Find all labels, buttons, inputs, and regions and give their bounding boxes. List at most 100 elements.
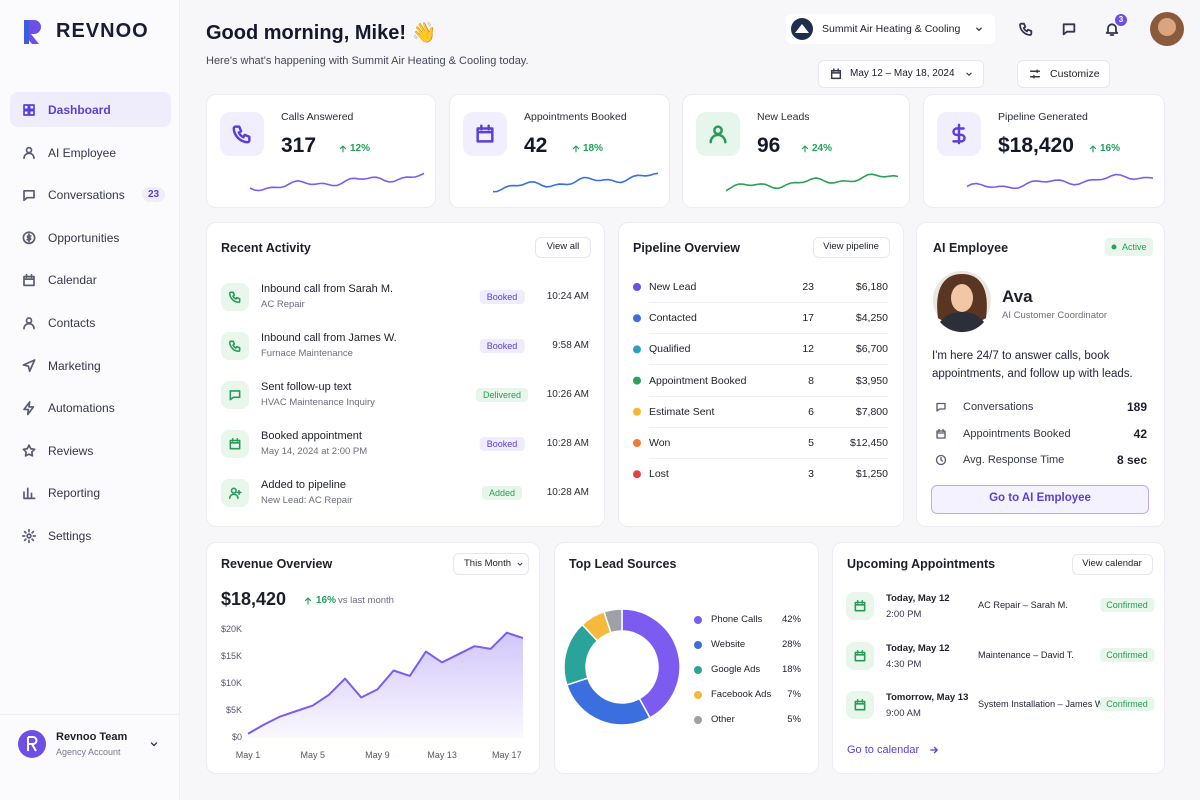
card-title: Pipeline Overview [633, 241, 740, 255]
stage-count: 12 [802, 343, 814, 356]
stage-count: 5 [808, 437, 814, 449]
x-tick-label: May 5 [300, 750, 325, 760]
appointment-time: 4:30 PM [886, 659, 922, 670]
stage-count: 3 [808, 468, 814, 481]
card-title: Upcoming Appointments [847, 557, 996, 571]
appointment-description: AC Repair – Sarah M. [978, 600, 1068, 610]
legend-label: Facebook Ads [711, 689, 772, 700]
activity-title: Sent follow-up text [261, 381, 352, 393]
x-tick-label: May 17 [492, 750, 522, 760]
appointment-time: 2:00 PM [886, 609, 922, 620]
activity-title: Booked appointment [261, 430, 362, 442]
card-title: Top Lead Sources [569, 557, 677, 571]
appointment-date: Today, May 12 [886, 593, 950, 604]
date-range: May 12 – May 18, 2024 [850, 68, 955, 79]
appointment-status: Confirmed [1100, 697, 1154, 711]
period-filter[interactable] [453, 553, 529, 575]
company-switcher[interactable] [786, 14, 995, 44]
kpi-change: 24% [812, 143, 833, 154]
kpi-value: 96 [757, 134, 781, 157]
revenue-change-note: vs last month [338, 595, 394, 606]
kpi-icon-bg [696, 112, 740, 156]
ai-description: I'm here 24/7 to answer calls, book appo… [932, 350, 1133, 380]
chat-button[interactable] [1055, 15, 1083, 43]
revenue-card [206, 542, 540, 774]
phone-button[interactable] [1012, 15, 1040, 43]
customize-label: Customize [1050, 68, 1100, 80]
stage-name: Estimate Sent [649, 405, 715, 418]
calendar-link[interactable]: Go to calendar [847, 744, 920, 756]
nav-label: Calendar [48, 273, 97, 288]
stage-name: Contacted [649, 312, 697, 325]
customize-button[interactable] [1017, 60, 1110, 88]
appointment-description: Maintenance – David T. [978, 650, 1074, 660]
kpi-change: 18% [583, 143, 604, 154]
stage-count: 17 [802, 312, 814, 325]
nav-label: AI Employee [48, 145, 117, 160]
ai-stat-label: Appointments Booked [963, 428, 1071, 440]
activity-icon-bg [221, 430, 249, 458]
appointment-description: System Installation – James W. [978, 699, 1106, 709]
appointment-date: Today, May 12 [886, 643, 950, 654]
activity-subtitle: May 14, 2024 at 2:00 PM [261, 446, 368, 457]
stage-name: Won [649, 437, 671, 449]
legend-label: Google Ads [711, 664, 761, 675]
activity-icon-bg [221, 479, 249, 507]
date-range-picker[interactable] [818, 60, 984, 88]
profile-avatar[interactable] [1150, 12, 1184, 46]
recent-activity-card [206, 222, 605, 527]
stage-divider [649, 395, 888, 397]
view-calendar-button[interactable] [1072, 554, 1153, 575]
nav-label: Reviews [48, 443, 94, 458]
kpi-label: New Leads [757, 111, 810, 123]
activity-time: 10:24 AM [546, 291, 589, 302]
activity-time: 9:58 AM [552, 340, 589, 351]
stage-amount: $7,800 [855, 405, 888, 418]
activity-icon-bg [221, 283, 249, 311]
kpi-icon-bg [463, 112, 507, 156]
nav-label: Opportunities [48, 230, 120, 245]
stage-name: New Lead [649, 281, 697, 293]
stage-divider [649, 458, 888, 459]
ai-name: Ava [1002, 287, 1033, 306]
card-title: Revenue Overview [221, 557, 333, 571]
lead-sources-card [554, 542, 819, 774]
activity-status: Booked [479, 339, 525, 353]
stage-amount: $1,250 [855, 468, 888, 481]
stage-count: 6 [808, 405, 814, 418]
kpi-value: $18,420 [998, 134, 1074, 157]
account-role: Agency Account [56, 747, 121, 757]
activity-subtitle: HVAC Maintenance Inquiry [261, 397, 375, 408]
legend-label: Other [711, 714, 735, 725]
stage-divider [649, 302, 888, 303]
y-tick-label: $5K [225, 705, 242, 715]
legend-label: Phone Calls [711, 614, 763, 625]
kpi-value: 42 [524, 134, 548, 157]
activity-icon-bg [221, 332, 249, 360]
activity-title: Inbound call from James W. [261, 332, 397, 344]
stage-amount: $6,180 [855, 281, 888, 293]
nav-label: Contacts [48, 316, 96, 330]
view-all-button[interactable] [535, 237, 591, 258]
appointment-icon-bg [846, 691, 874, 719]
pipeline-card [618, 222, 904, 527]
kpi-value: 317 [281, 134, 317, 157]
account-menu[interactable] [140, 732, 168, 756]
activity-icon-bg [221, 381, 249, 409]
activity-status: Delivered [475, 388, 529, 402]
ai-stat-label: Avg. Response Time [963, 454, 1065, 466]
ai-employee-button[interactable] [931, 485, 1149, 514]
x-tick-label: May 13 [427, 750, 457, 760]
view-pipeline-button[interactable] [813, 237, 890, 258]
stage-amount: $6,700 [855, 343, 888, 356]
appointment-icon-bg [846, 642, 874, 670]
x-tick-label: May 1 [235, 750, 261, 760]
activity-status: Booked [479, 290, 525, 304]
greeting: Good morning, Mike! 👋 [206, 22, 437, 44]
nav-label: Dashboard [48, 103, 111, 117]
revenue-change: 16% [316, 595, 337, 606]
legend-value: 18% [781, 664, 801, 675]
stage-name: Lost [649, 468, 669, 481]
nav-label: Conversations [48, 188, 125, 203]
